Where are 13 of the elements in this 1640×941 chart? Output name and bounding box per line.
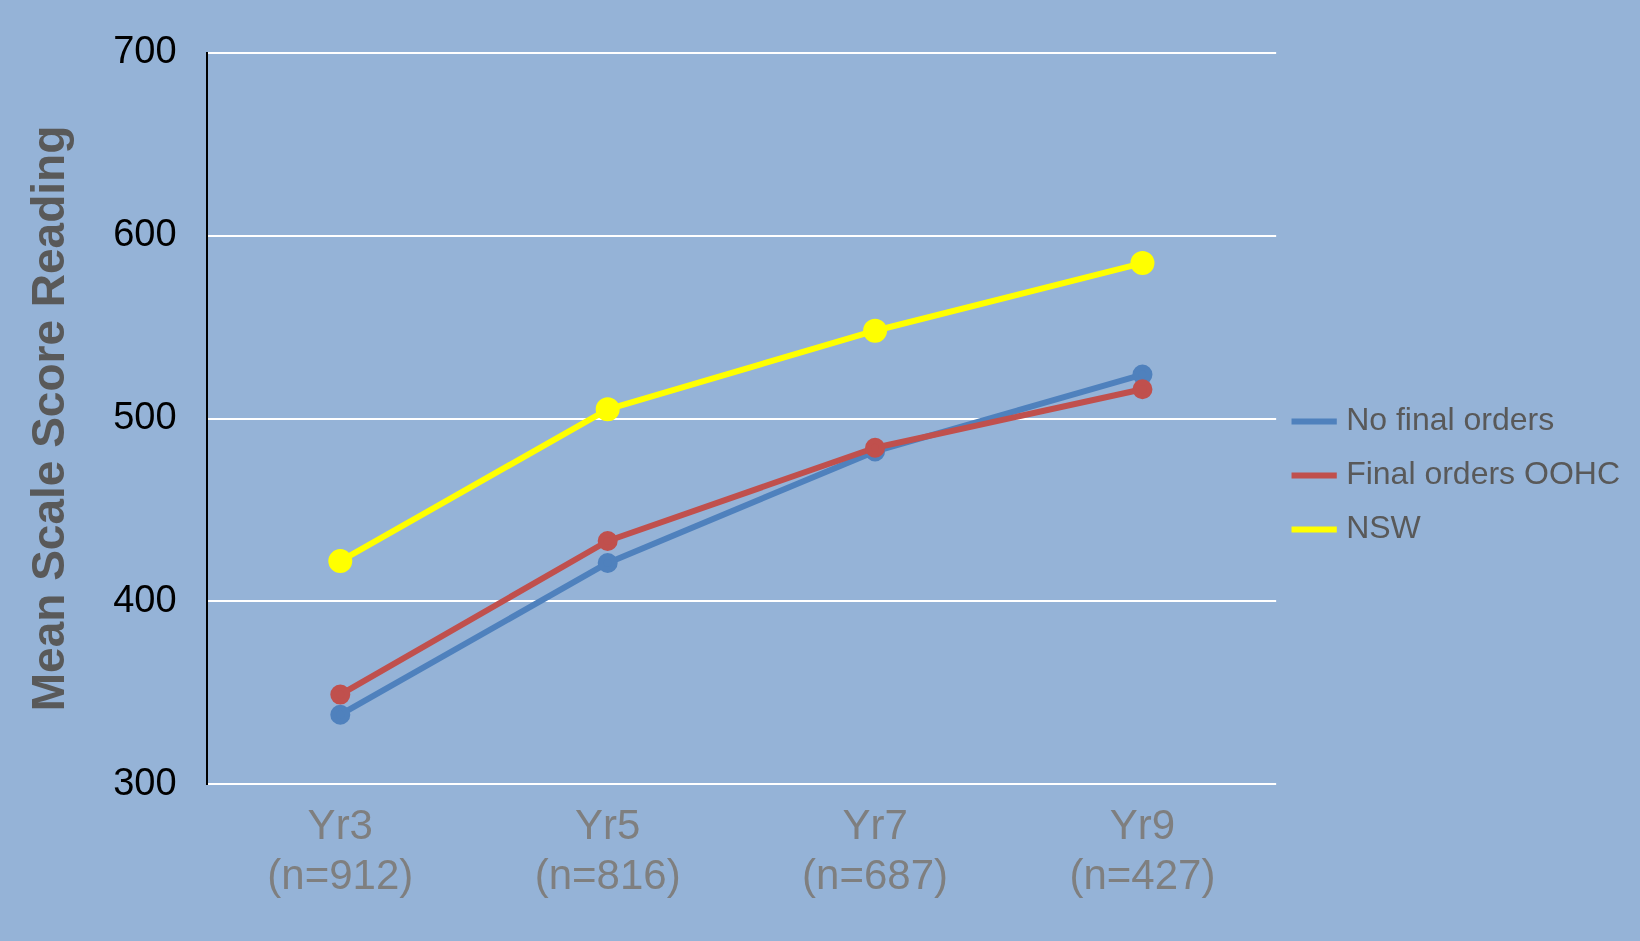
y-tick-label: 600 <box>113 212 177 255</box>
y-tick-label: 500 <box>113 394 177 437</box>
legend-label: No final orders <box>1346 401 1555 438</box>
y-axis-title: Mean Scale Score Reading <box>22 125 75 712</box>
legend-label: NSW <box>1346 509 1422 546</box>
x-tick-label: Yr9 (n=427) <box>1069 800 1216 899</box>
y-tick-label: 400 <box>113 577 177 620</box>
x-tick-label: Yr5 (n=816) <box>534 800 681 899</box>
legend-label: Final orders OOHC <box>1346 455 1620 492</box>
x-tick-label: Yr3 (n=912) <box>267 800 414 899</box>
y-tick-label: 300 <box>113 760 177 803</box>
x-tick-label: Yr7 (n=687) <box>802 800 949 899</box>
y-tick-label: 700 <box>113 29 177 72</box>
